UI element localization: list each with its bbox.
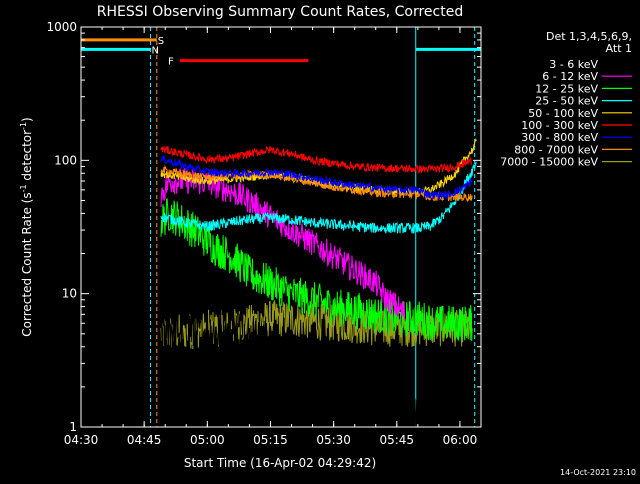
- y-tick-label: 1: [69, 420, 77, 434]
- y-axis-label-end: ): [20, 117, 34, 122]
- y-axis-label-sup1: -1: [19, 184, 28, 192]
- y-axis-label: Corrected Count Rate (s-1 detector-1): [19, 117, 34, 336]
- x-tick-label: 06:00: [443, 433, 478, 447]
- y-axis-label-mid: detector: [20, 130, 34, 185]
- legend-title-line2: Att 1: [606, 42, 632, 55]
- legend-item-label: 12 - 25 keV: [535, 82, 598, 95]
- y-axis-label-sup2: -1: [19, 122, 28, 130]
- series-line-2: [160, 198, 473, 342]
- legend-item-label: 50 - 100 keV: [528, 107, 598, 120]
- x-tick-label: 05:00: [190, 433, 225, 447]
- x-axis-label: Start Time (16-Apr-02 04:29:42): [184, 456, 376, 470]
- series-line-0: [160, 295, 423, 428]
- legend-item-label: 6 - 12 keV: [542, 70, 598, 83]
- axes: 04:30 04:45 05:00 05:15 05:30 05:45 06:00 1 10 10…: [46, 20, 482, 447]
- timestamp: 14-Oct-2021 23:10: [560, 468, 636, 477]
- legend-item-label: 100 - 300 keV: [521, 119, 598, 132]
- series-line-3: [160, 161, 477, 234]
- legend-item-label: 3 - 6 keV: [549, 58, 598, 71]
- legend-title-line1: Det 1,3,4,5,6,9,: [546, 30, 632, 43]
- x-tick-label: 04:45: [127, 433, 162, 447]
- x-tick-label: 05:15: [253, 433, 288, 447]
- y-axis-label-main: Corrected Count Rate (s: [20, 192, 34, 336]
- legend-item-label: 7000 - 15000 keV: [500, 156, 598, 169]
- flag-label-n: N: [151, 45, 158, 56]
- legend-item-label: 800 - 7000 keV: [514, 143, 598, 156]
- plot-frame: [80, 26, 482, 428]
- plot-area: SNF: [80, 27, 481, 428]
- x-tick-label: 05:30: [316, 433, 351, 447]
- series-line-5: [160, 146, 473, 175]
- x-tick-label: 05:45: [379, 433, 414, 447]
- legend-item-label: 300 - 800 keV: [521, 131, 598, 144]
- y-tick-label: 100: [54, 153, 77, 167]
- x-tick-label: 04:30: [64, 433, 99, 447]
- legend-item-label: 25 - 50 keV: [535, 95, 598, 108]
- y-tick-label: 1000: [46, 20, 77, 34]
- flag-label-f: F: [168, 57, 174, 68]
- flag-label-s: S: [158, 36, 164, 47]
- chart-title: RHESSI Observing Summary Count Rates, Co…: [97, 4, 463, 20]
- series-line-6: [160, 155, 473, 200]
- y-tick-label: 10: [62, 287, 77, 301]
